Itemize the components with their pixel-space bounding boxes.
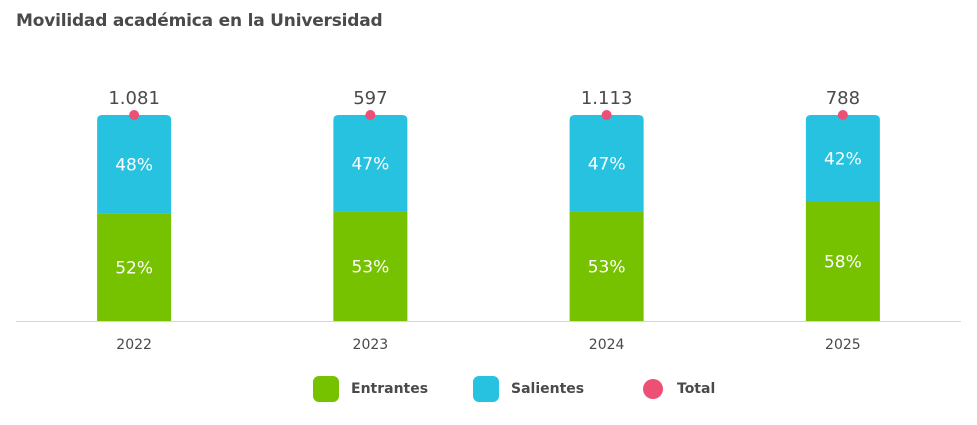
total-point-2025: [837, 110, 848, 120]
bar-entrantes-2025: [805, 201, 880, 321]
legend-dot-total: [643, 379, 663, 399]
total-point-2022: [129, 110, 140, 120]
label-entrantes-2022: 52%: [115, 258, 153, 278]
x-tick-label-2022: 2022: [116, 337, 152, 353]
label-salientes-2025: 42%: [824, 149, 862, 169]
legend-item-salientes[interactable]: Salientes: [473, 374, 584, 404]
legend-swatch-salientes: [473, 376, 499, 402]
legend-label-salientes: Salientes: [511, 381, 585, 397]
bar-salientes-2025: [805, 115, 880, 202]
label-entrantes-2025: 58%: [824, 252, 862, 272]
legend-swatch-entrantes: [313, 376, 339, 402]
total-point-2023: [365, 110, 376, 120]
x-tick-label-2024: 2024: [589, 337, 625, 353]
bar-salientes-2024: [569, 115, 644, 212]
bar-entrantes-2024: [569, 211, 644, 321]
legend-item-total[interactable]: Total: [640, 374, 715, 404]
label-entrantes-2023: 53%: [351, 257, 389, 277]
label-salientes-2022: 48%: [115, 155, 153, 175]
legend: Entrantes Salientes Total: [0, 374, 977, 404]
total-label-2022: 1.081: [108, 88, 160, 109]
x-tick-label-2025: 2025: [825, 337, 861, 353]
total-label-2023: 597: [353, 88, 387, 109]
total-label-2025: 788: [826, 88, 860, 109]
bar-salientes-2022: [97, 115, 172, 214]
total-label-2024: 1.113: [581, 88, 633, 109]
chart-title: Movilidad académica en la Universidad: [16, 11, 383, 31]
bar-entrantes-2023: [333, 211, 408, 321]
x-tick-label-2023: 2023: [353, 337, 389, 353]
bar-entrantes-2022: [97, 213, 172, 321]
label-entrantes-2024: 53%: [588, 257, 626, 277]
bar-salientes-2023: [333, 115, 408, 212]
label-salientes-2024: 47%: [588, 154, 626, 174]
stacked-bar-chart: 48% 52% 1.081 2022 47% 53% 597 2023 47% 53% 1.113 2…: [16, 88, 961, 353]
legend-label-entrantes: Entrantes: [351, 381, 429, 397]
legend-item-entrantes[interactable]: Entrantes: [313, 374, 428, 404]
label-salientes-2023: 47%: [351, 154, 389, 174]
legend-label-total: Total: [677, 381, 716, 397]
total-point-2024: [601, 110, 612, 120]
